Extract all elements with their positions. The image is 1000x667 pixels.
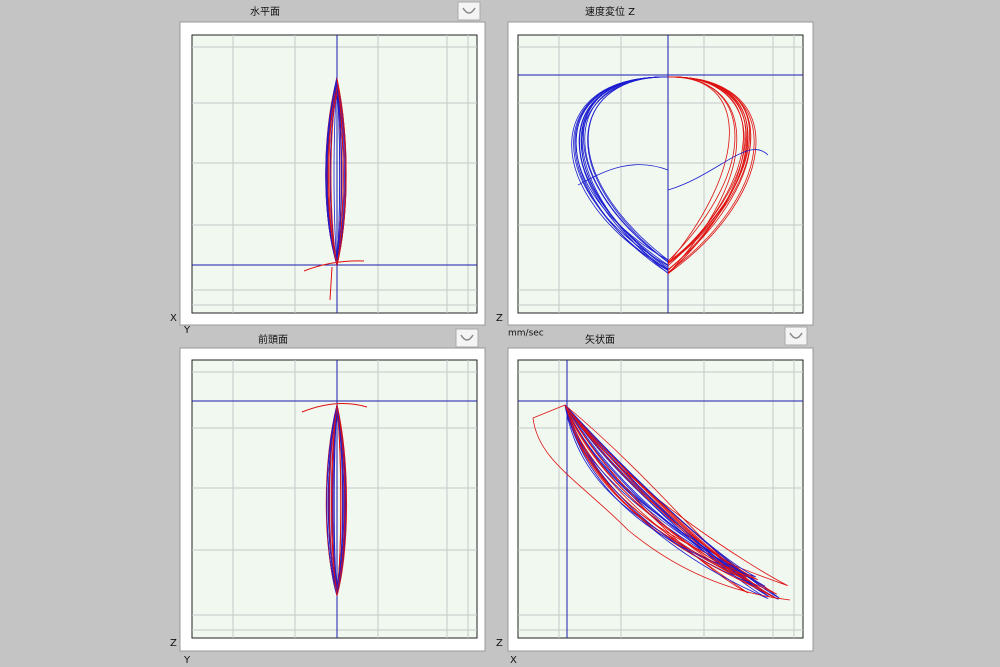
trace xyxy=(564,404,779,600)
view-icon xyxy=(457,1,481,21)
trace xyxy=(667,76,738,274)
trace xyxy=(587,76,669,261)
trace xyxy=(331,404,348,597)
trace xyxy=(326,404,344,593)
plot xyxy=(517,34,804,314)
axis-label: Z xyxy=(496,313,503,324)
trace xyxy=(667,76,749,264)
plot-area xyxy=(517,359,804,639)
panel: 速度変位 Z Zmm/sec xyxy=(496,5,814,339)
axis-label: Z xyxy=(170,638,177,649)
plot xyxy=(191,359,478,639)
panel-title: 速度変位 Z xyxy=(585,5,635,18)
icon-box xyxy=(784,326,808,346)
trace xyxy=(564,404,749,582)
icon-box xyxy=(457,1,481,21)
panel-title: 前頭面 xyxy=(258,333,288,346)
panel-title: 水平面 xyxy=(250,6,280,18)
trace xyxy=(578,76,669,271)
panel: 矢状面 ZX xyxy=(496,326,814,666)
trace xyxy=(667,76,730,264)
panel-title: 矢状面 xyxy=(585,333,615,346)
trace xyxy=(564,404,747,578)
icon-glyph xyxy=(460,334,474,341)
view-icon xyxy=(784,326,808,346)
trace xyxy=(330,79,344,266)
trace xyxy=(532,404,791,601)
axis-label: X xyxy=(510,655,517,666)
plot xyxy=(517,359,804,639)
plot-area xyxy=(517,34,804,314)
trace xyxy=(577,149,769,191)
trace xyxy=(573,76,669,266)
trace xyxy=(564,404,775,598)
axis-label: Y xyxy=(183,655,191,666)
plot xyxy=(191,34,478,314)
panel: 水平面 XY xyxy=(170,1,486,336)
trace xyxy=(564,404,758,581)
trace xyxy=(328,404,346,591)
axis-label: mm/sec xyxy=(508,329,544,339)
axis-label: Z xyxy=(496,638,503,649)
view-icon xyxy=(455,328,479,348)
icon-glyph xyxy=(789,332,803,339)
icon-glyph xyxy=(462,7,476,14)
trace xyxy=(327,404,343,590)
axis-label: X xyxy=(170,313,177,324)
trace xyxy=(303,260,365,301)
trace xyxy=(667,76,748,274)
plot-area xyxy=(191,34,478,314)
axis-label: Y xyxy=(183,325,191,336)
trace xyxy=(564,404,765,587)
trace xyxy=(564,404,778,595)
icon-box xyxy=(455,328,479,348)
trace xyxy=(301,403,368,413)
